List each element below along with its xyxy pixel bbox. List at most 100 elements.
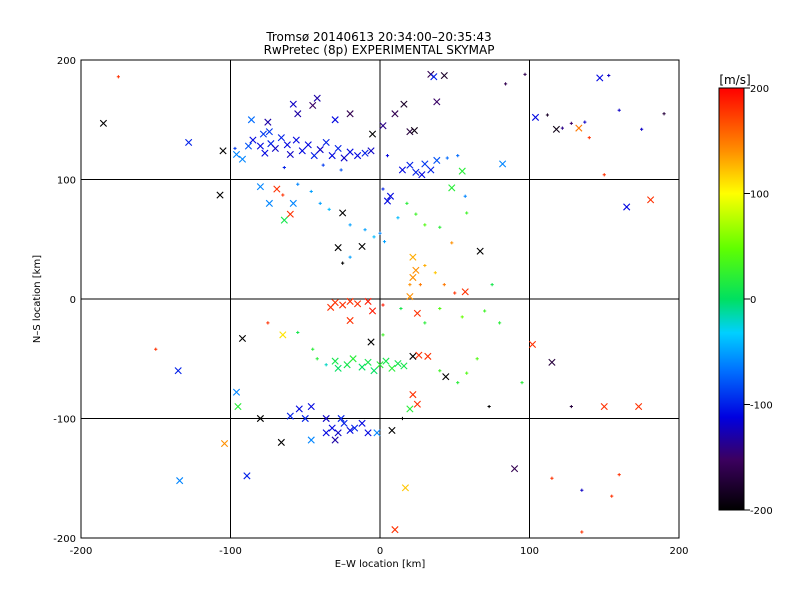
data-point-x xyxy=(418,171,426,179)
data-point-x xyxy=(635,402,643,411)
y-tick-label: 0 xyxy=(70,295,76,306)
data-point-plus xyxy=(442,283,446,287)
data-point-x xyxy=(316,146,324,154)
data-point-x xyxy=(256,414,264,423)
data-point-plus xyxy=(315,357,319,361)
data-point-x xyxy=(358,419,366,427)
data-point-plus xyxy=(438,225,442,229)
data-point-plus xyxy=(154,347,158,351)
data-point-x xyxy=(364,358,372,366)
data-point-x xyxy=(277,134,285,142)
data-point-x xyxy=(458,167,466,175)
data-point-x xyxy=(391,526,399,534)
data-point-x xyxy=(334,364,342,372)
data-point-x xyxy=(346,110,354,118)
colorbar-tick-label: 0 xyxy=(750,295,756,306)
data-point-x xyxy=(409,391,417,399)
data-point-x xyxy=(176,477,184,485)
data-point-x xyxy=(220,440,229,448)
data-point-x xyxy=(185,138,193,147)
x-tick-label: 100 xyxy=(520,546,539,557)
data-point-x xyxy=(256,183,264,191)
data-point-x xyxy=(289,100,297,108)
data-point-x xyxy=(368,307,377,315)
data-point-x xyxy=(310,152,318,160)
data-point-x xyxy=(322,414,330,423)
data-point-plus xyxy=(116,75,120,79)
data-point-x xyxy=(406,293,414,301)
data-point-plus xyxy=(580,488,584,492)
data-point-x xyxy=(339,209,347,217)
data-point-x xyxy=(334,429,342,437)
data-point-x xyxy=(364,429,372,437)
data-point-plus xyxy=(408,283,412,287)
data-point-x xyxy=(322,429,330,437)
data-point-plus xyxy=(569,404,573,409)
data-point-x xyxy=(331,116,339,124)
data-point-x xyxy=(406,128,414,136)
data-point-x xyxy=(427,166,435,174)
data-point-x xyxy=(410,126,418,135)
data-point-x xyxy=(174,367,182,375)
data-point-plus xyxy=(640,127,644,131)
data-point-plus xyxy=(433,271,437,275)
data-point-x xyxy=(294,110,302,118)
data-point-plus xyxy=(423,263,427,268)
y-axis-ticks: -200 -100 0 100 200 xyxy=(53,56,76,545)
data-point-x xyxy=(313,94,321,102)
data-point-x xyxy=(353,300,362,308)
data-point-plus xyxy=(266,321,270,325)
colorbar-tick-label: 200 xyxy=(750,84,769,95)
data-point-plus xyxy=(450,241,454,245)
x-tick-label: 0 xyxy=(377,546,383,557)
data-point-plus xyxy=(610,494,614,498)
data-point-x xyxy=(298,147,306,155)
data-point-plus xyxy=(381,187,385,191)
data-point-x xyxy=(238,155,247,163)
data-point-x xyxy=(346,316,354,325)
data-point-x xyxy=(421,160,429,168)
data-point-x xyxy=(337,414,345,423)
grid-lines xyxy=(81,60,679,538)
data-point-x xyxy=(413,400,421,408)
data-point-plus xyxy=(348,255,352,259)
data-point-x xyxy=(424,352,432,360)
data-point-x xyxy=(279,331,287,339)
data-point-plus xyxy=(418,283,422,287)
data-point-x xyxy=(322,138,330,147)
colorbar xyxy=(718,87,745,511)
data-point-plus xyxy=(423,223,427,227)
data-point-x xyxy=(304,141,312,149)
data-point-x xyxy=(368,130,377,138)
data-point-plus xyxy=(475,357,479,361)
y-tick-label: 100 xyxy=(57,176,76,187)
data-point-plus xyxy=(550,476,554,480)
data-point-x xyxy=(301,414,309,423)
data-point-x xyxy=(286,150,294,158)
data-point-x xyxy=(394,359,402,368)
data-point-plus xyxy=(460,315,464,319)
data-point-x xyxy=(358,363,366,371)
data-point-plus xyxy=(381,303,385,307)
data-point-x xyxy=(283,141,291,149)
data-point-x xyxy=(328,152,336,160)
data-point-x xyxy=(391,110,399,118)
data-point-plus xyxy=(282,165,286,170)
data-point-x xyxy=(647,196,655,204)
data-point-plus xyxy=(445,156,449,160)
data-point-x xyxy=(623,203,631,211)
data-point-x xyxy=(340,154,348,162)
data-point-x xyxy=(286,210,294,218)
data-point-x xyxy=(415,351,423,359)
data-point-x xyxy=(499,160,507,168)
data-point-x xyxy=(461,288,469,296)
data-point-x xyxy=(548,358,556,366)
data-point-plus xyxy=(309,189,313,194)
data-point-x xyxy=(413,309,421,317)
data-point-x xyxy=(448,184,456,192)
data-point-plus xyxy=(453,291,457,295)
data-point-x xyxy=(234,402,242,411)
data-point-plus xyxy=(399,306,403,311)
data-point-plus xyxy=(341,261,345,265)
x-tick-label: -100 xyxy=(219,546,242,557)
